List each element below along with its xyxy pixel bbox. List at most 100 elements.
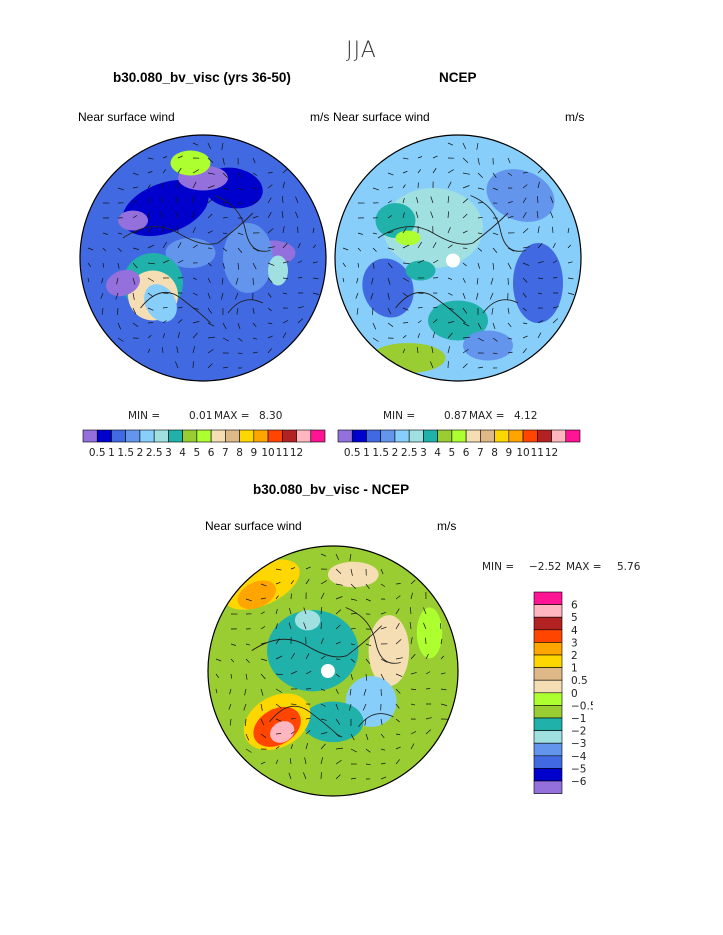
map3-wind-vector	[290, 717, 296, 720]
map3-wind-vector	[350, 627, 356, 630]
map2-wind-vector	[432, 242, 437, 249]
map1-wind-vector	[87, 277, 90, 283]
map2-coastline	[377, 212, 509, 245]
map2-wind-vector	[402, 170, 408, 174]
map1-wind-vector	[87, 262, 92, 268]
map3-wind-vector	[245, 748, 252, 753]
map1-wind-vector	[207, 230, 213, 234]
diff-panel-variable-label: Near surface wind	[205, 519, 302, 533]
map3-wind-vector	[275, 688, 283, 693]
map2-wind-vector	[462, 348, 469, 354]
ncep-colorbar-swatch	[508, 429, 524, 443]
map3-wind-vector	[290, 731, 295, 735]
map1-wind-vector	[161, 196, 164, 204]
map2-wind-vector	[522, 348, 527, 354]
map1-wind-vector	[160, 211, 164, 219]
map2-wind-vector	[522, 212, 527, 219]
difference-colorbar-swatch	[533, 591, 563, 605]
model-colorbar-tick-label: 4	[179, 447, 186, 459]
difference-wind-polar-map	[207, 545, 459, 797]
map3-wind-vector	[380, 673, 385, 681]
map2-wind-vector	[372, 322, 377, 330]
map2-wind-vector	[357, 262, 360, 268]
map1-wind-vector	[267, 292, 272, 298]
map2-wind-vector	[567, 261, 573, 264]
map3-wind-vector	[289, 607, 292, 615]
map3-wind-vector	[335, 624, 341, 630]
map2-wind-vector	[372, 262, 375, 269]
map1-wind-vector	[177, 319, 183, 324]
model-colorbar-tick-label: 10	[261, 447, 274, 459]
map2-wind-vector	[432, 155, 438, 159]
map2-wind-vector	[430, 211, 434, 219]
map1-wind-vector	[162, 259, 170, 264]
map1-coastline	[122, 212, 254, 245]
map1-wind-vector	[162, 306, 168, 309]
map3-wind-vector	[320, 622, 322, 630]
map2-wind-vector	[475, 292, 479, 300]
difference-colorbar-swatch	[533, 629, 563, 643]
difference-colorbar-tick-label: −2	[571, 726, 586, 738]
map2-wind-vector	[387, 322, 394, 327]
map3-wind-vector	[350, 748, 357, 753]
map1-wind-vector	[267, 307, 272, 312]
map3-wind-vector	[362, 703, 367, 711]
map3-wind-vector	[260, 703, 263, 711]
ncep-colorbar-tick-label: 4	[434, 447, 441, 459]
map1-wind-vector	[132, 262, 138, 269]
map2-wind-vector	[402, 348, 406, 354]
map3-wind-vector	[243, 703, 247, 711]
ncep-colorbar-tick-label: 0.5	[344, 447, 361, 459]
difference-colorbar-swatch	[533, 705, 563, 719]
ncep-colorbar-swatch	[337, 429, 353, 443]
map2-wind-vector	[552, 226, 554, 234]
map2-wind-vector	[372, 187, 380, 191]
panel1-variable-label: Near surface wind	[78, 110, 175, 124]
map3-wind-vector	[410, 731, 417, 735]
map3-wind-vector	[410, 637, 413, 645]
map3-wind-vector	[245, 673, 248, 680]
map3-wind-vector	[320, 607, 323, 615]
map3-wind-vector	[350, 673, 353, 680]
map1-wind-vector	[87, 247, 94, 251]
map1-wind-vector	[297, 242, 301, 249]
map2-wind-vector	[402, 227, 407, 234]
map1-wind-vector	[267, 335, 273, 339]
panel1-min-label: MIN =	[128, 410, 161, 422]
diff-panel-units-label: m/s	[437, 519, 457, 533]
map2-wind-vector	[447, 169, 454, 174]
map3-coastline	[358, 713, 394, 728]
map2-wind-vector	[402, 184, 406, 189]
model-colorbar-swatch	[239, 429, 255, 443]
map1-wind-vector	[177, 331, 181, 339]
map1-wind-vector	[282, 226, 285, 234]
ncep-colorbar: 0.5 1 1.5 2 2.5 3 4 5 6 7 8 9 10 11 12	[337, 429, 581, 459]
map2-wind-vector	[507, 247, 515, 252]
model-colorbar-tick-label: 2.5	[146, 447, 163, 459]
map2-wind-vector	[342, 247, 349, 251]
map2-wind-vector	[387, 262, 393, 269]
map1-wind-vector	[207, 198, 214, 204]
map2-wind-vector	[402, 292, 409, 298]
map2-wind-vector	[447, 211, 449, 219]
map2-contour-region	[395, 230, 421, 246]
map3-wind-vector	[395, 673, 403, 677]
model-colorbar-swatch	[253, 429, 269, 443]
map3-wind-vector	[320, 732, 328, 735]
map1-wind-vector	[147, 322, 154, 324]
panel2-min-value: 0.87	[444, 410, 468, 422]
map2-wind-vector	[522, 184, 528, 189]
map1-wind-vector	[116, 277, 119, 285]
map2-wind-vector	[387, 247, 395, 250]
map3-wind-vector	[395, 608, 400, 615]
ncep-colorbar-tick-label: 3	[420, 447, 427, 459]
map3-wind-vector	[305, 566, 311, 570]
map3-wind-vector	[275, 733, 282, 735]
map1-wind-vector	[282, 168, 288, 174]
map1-wind-vector	[162, 333, 166, 339]
map3-contour-region	[266, 610, 359, 692]
ncep-colorbar-swatch	[465, 429, 481, 443]
map2-wind-vector	[522, 292, 527, 298]
map2-wind-vector	[417, 333, 421, 339]
map2-wind-vector	[477, 157, 480, 165]
